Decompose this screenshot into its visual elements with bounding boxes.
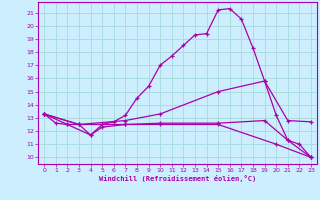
X-axis label: Windchill (Refroidissement éolien,°C): Windchill (Refroidissement éolien,°C) <box>99 175 256 182</box>
